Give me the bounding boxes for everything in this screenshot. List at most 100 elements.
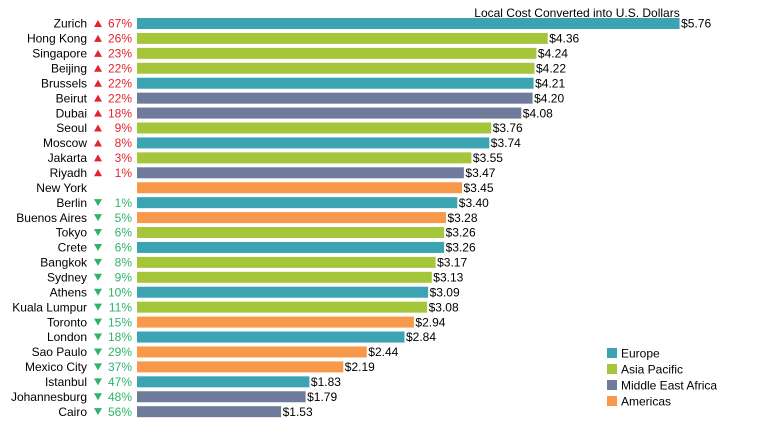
- bar-row: Johannesburg 48% $1.79: [11, 390, 338, 404]
- bar: [137, 152, 472, 164]
- city-label: Riyadh: [50, 166, 87, 180]
- down-arrow-icon: [94, 273, 102, 281]
- bar-row: Tokyo 6% $3.26: [56, 226, 476, 240]
- bar: [137, 391, 306, 403]
- city-label: Crete: [58, 241, 88, 255]
- bar: [137, 301, 428, 313]
- bar: [137, 92, 533, 104]
- up-arrow-icon: [94, 124, 102, 132]
- down-arrow-icon: [94, 348, 102, 356]
- bar-row: Hong Kong 26% $4.36: [27, 32, 580, 46]
- change-label: 18%: [108, 330, 132, 344]
- city-label: Cairo: [58, 405, 87, 419]
- change-label: 23%: [108, 47, 132, 61]
- city-label: Tokyo: [56, 226, 88, 240]
- city-label: Brussels: [41, 76, 87, 90]
- up-arrow-icon: [94, 94, 102, 102]
- bar: [137, 18, 680, 29]
- bar: [137, 227, 445, 239]
- value-label: $4.21: [535, 76, 565, 90]
- value-label: $2.84: [406, 330, 436, 344]
- up-arrow-icon: [94, 49, 102, 57]
- city-label: Beirut: [56, 91, 88, 105]
- change-label: 48%: [108, 390, 132, 404]
- bar-row: Brussels 22% $4.21: [41, 76, 565, 90]
- change-label: 11%: [109, 300, 132, 314]
- legend-label: Americas: [621, 395, 671, 409]
- change-label: 10%: [108, 285, 132, 299]
- bar: [137, 47, 537, 59]
- bar-row: Buenos Aires 5% $3.28: [16, 211, 478, 225]
- change-label: 22%: [108, 76, 132, 90]
- city-label: Hong Kong: [27, 32, 87, 46]
- legend-swatch: [607, 364, 617, 374]
- value-label: $1.79: [307, 390, 337, 404]
- down-arrow-icon: [94, 318, 102, 326]
- bar-row: Zurich 67% $5.76: [54, 17, 712, 31]
- bar-row: Dubai 18% $4.08: [56, 106, 554, 120]
- bar: [137, 122, 492, 134]
- bar: [137, 331, 405, 343]
- up-arrow-icon: [94, 154, 102, 162]
- bar: [137, 107, 522, 119]
- change-label: 67%: [108, 17, 132, 31]
- down-arrow-icon: [94, 363, 102, 371]
- bar-row: Riyadh 1% $3.47: [50, 166, 496, 180]
- bar: [137, 241, 445, 253]
- city-label: Seoul: [56, 121, 87, 135]
- change-label: 5%: [115, 211, 133, 225]
- value-label: $5.76: [681, 17, 711, 31]
- bar-row: Beijing 22% $4.22: [51, 61, 566, 75]
- change-label: 1%: [115, 196, 133, 210]
- city-label: London: [47, 330, 87, 344]
- bar: [137, 77, 534, 89]
- city-label: Athens: [50, 285, 87, 299]
- bar: [137, 62, 535, 74]
- up-arrow-icon: [94, 64, 102, 72]
- down-arrow-icon: [94, 199, 102, 207]
- down-arrow-icon: [94, 333, 102, 341]
- value-label: $3.26: [446, 226, 476, 240]
- value-label: $3.45: [464, 181, 494, 195]
- bar: [137, 376, 310, 388]
- city-label: Buenos Aires: [16, 211, 87, 225]
- city-label: Johannesburg: [11, 390, 87, 404]
- change-label: 3%: [115, 151, 133, 165]
- value-label: $2.94: [415, 315, 445, 329]
- bar-row: New York $3.45: [36, 181, 494, 195]
- bar: [137, 182, 462, 194]
- change-label: 15%: [108, 315, 132, 329]
- legend-label: Europe: [621, 347, 660, 361]
- bar: [137, 197, 458, 209]
- city-label: Berlin: [56, 196, 87, 210]
- city-label: New York: [36, 181, 88, 195]
- bar-row: Mexico City 37% $2.19: [25, 360, 375, 374]
- up-arrow-icon: [94, 109, 102, 117]
- down-arrow-icon: [94, 214, 102, 222]
- bar: [137, 361, 344, 373]
- city-label: Sydney: [47, 271, 87, 285]
- city-label: Toronto: [47, 315, 87, 329]
- bar: [137, 346, 367, 358]
- up-arrow-icon: [94, 169, 102, 177]
- bar-row: Cairo 56% $1.53: [58, 405, 313, 419]
- up-arrow-icon: [94, 139, 102, 147]
- down-arrow-icon: [94, 288, 102, 296]
- bar-row: Crete 6% $3.26: [58, 241, 476, 255]
- change-label: 56%: [108, 405, 132, 419]
- up-arrow-icon: [94, 20, 102, 27]
- down-arrow-icon: [94, 243, 102, 251]
- city-label: Jakarta: [48, 151, 88, 165]
- bar: [137, 406, 282, 418]
- bar: [137, 137, 490, 149]
- down-arrow-icon: [94, 258, 102, 266]
- city-label: Dubai: [56, 106, 87, 120]
- bar: [137, 271, 432, 283]
- value-label: $3.17: [437, 256, 467, 270]
- legend-entry: Americas: [607, 395, 671, 409]
- value-label: $3.09: [430, 285, 460, 299]
- bar-row: Bangkok 8% $3.17: [40, 256, 467, 270]
- down-arrow-icon: [94, 303, 102, 311]
- bar: [137, 167, 464, 179]
